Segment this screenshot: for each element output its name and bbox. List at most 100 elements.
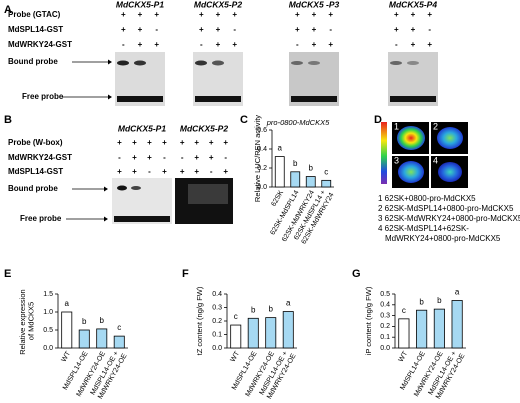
sign: + xyxy=(138,40,143,49)
bar xyxy=(274,156,285,188)
sign: + xyxy=(132,167,137,176)
panel-letter: G xyxy=(352,268,361,280)
bar xyxy=(113,335,125,349)
sign: + xyxy=(216,25,221,34)
gel-images-a xyxy=(62,52,438,106)
well-number: 4 xyxy=(433,155,438,165)
legend-line: 2 62SK-MdSPL14+0800-pro-MdCKX5 xyxy=(378,204,514,213)
sign: - xyxy=(395,40,398,49)
y-tick-label: 1.5 xyxy=(43,291,53,298)
annotation: pro-0800-MdCKX5 xyxy=(266,118,330,127)
bar xyxy=(290,171,301,188)
gel-header: MdCKX5-P4 xyxy=(389,0,437,9)
row-label: MdWRKY24-GST xyxy=(8,40,72,49)
x-tick-label: MdSPL14-OE + MdWRKY24-OE xyxy=(258,348,297,400)
sign: + xyxy=(117,138,122,147)
significance-letter: b xyxy=(419,297,424,306)
band-label: Bound probe xyxy=(8,184,58,193)
sign: + xyxy=(132,138,137,147)
bar xyxy=(282,311,294,349)
y-tick-label: 0.0 xyxy=(212,345,222,352)
y-tick-label: 0.6 xyxy=(257,127,267,134)
y-tick-label: 0.4 xyxy=(380,302,390,309)
y-tick-label: 0.1 xyxy=(380,334,390,341)
sign: - xyxy=(163,153,166,162)
band-label: Free probe xyxy=(20,214,62,223)
sign: - xyxy=(224,153,227,162)
x-tick-label: MdSPL14-OE + MdWRKY24-OE xyxy=(427,348,466,400)
sign: + xyxy=(328,10,333,19)
sign: - xyxy=(210,167,213,176)
y-axis-label: iP content (ng/g FW) xyxy=(364,286,373,355)
sign: + xyxy=(411,40,416,49)
significance-letter: a xyxy=(278,144,283,153)
significance-letter: a xyxy=(286,299,291,308)
panel-letter: B xyxy=(4,114,12,126)
sign: - xyxy=(181,153,184,162)
panel-letter: E xyxy=(4,268,11,280)
significance-letter: b xyxy=(82,317,87,326)
y-tick-label: 0.1 xyxy=(212,331,222,338)
y-tick-label: 0.4 xyxy=(212,291,222,298)
significance-letter: b xyxy=(269,305,274,314)
x-tick-label: MdSPL14-OE + MdWRKY24-OE xyxy=(89,348,128,400)
gel-header: MdCKX5-P1 xyxy=(116,0,164,9)
sign: + xyxy=(194,167,199,176)
panel-letter: A xyxy=(4,4,12,16)
sign: + xyxy=(194,138,199,147)
y-tick-label: 0.5 xyxy=(380,291,390,298)
sign: + xyxy=(295,10,300,19)
x-tick-label: WT xyxy=(61,350,73,364)
y-axis-label: tZ content (ng/g FW) xyxy=(195,286,204,355)
legend-line: MdWRKY24+0800-pro-MdCKX5 xyxy=(385,234,501,243)
sign: - xyxy=(148,167,151,176)
y-tick-label: 0.2 xyxy=(257,165,267,172)
well-number: 1 xyxy=(394,121,399,131)
legend-line: 4 62SK-MdSPL14+62SK- xyxy=(378,224,469,233)
x-tick-label: WT xyxy=(230,350,242,364)
sign: + xyxy=(132,153,137,162)
sign: + xyxy=(194,153,199,162)
y-tick-label: 0.0 xyxy=(380,345,390,352)
significance-letter: c xyxy=(234,312,238,321)
sign: + xyxy=(427,10,432,19)
row-label: MdSPL14-GST xyxy=(8,25,63,34)
row-label: MdWRKY24-GST xyxy=(8,153,72,162)
y-tick-label: 0.4 xyxy=(257,146,267,153)
significance-letter: b xyxy=(437,296,442,305)
sign: + xyxy=(223,167,228,176)
y-tick-label: 0.3 xyxy=(212,304,222,311)
sign: + xyxy=(232,10,237,19)
x-tick-label: WT xyxy=(398,350,410,364)
y-tick-label: 0.3 xyxy=(380,312,390,319)
sign: + xyxy=(154,10,159,19)
bar xyxy=(305,176,316,188)
sign: + xyxy=(138,25,143,34)
row-label: MdSPL14-GST xyxy=(8,167,63,176)
sign: + xyxy=(216,40,221,49)
sign: + xyxy=(199,10,204,19)
sign: + xyxy=(121,10,126,19)
row-label: Probe (GTAC) xyxy=(8,10,61,19)
sign: - xyxy=(329,25,332,34)
sign: + xyxy=(427,40,432,49)
well-number: 2 xyxy=(433,121,438,131)
gel-header: MdCKX5-P2 xyxy=(194,0,242,9)
y-tick-label: 0.2 xyxy=(380,323,390,330)
bar xyxy=(78,329,90,349)
row-label: Probe (W-box) xyxy=(8,138,63,147)
y-axis-label: Relative LUC/REN activity xyxy=(253,115,262,202)
sign: + xyxy=(180,138,185,147)
significance-letter: b xyxy=(251,305,256,314)
bar xyxy=(398,318,410,349)
sign: + xyxy=(138,10,143,19)
y-tick-label: 0.2 xyxy=(212,318,222,325)
panel-letter: C xyxy=(240,114,248,126)
sign: + xyxy=(295,25,300,34)
sign: + xyxy=(312,25,317,34)
gel-images-b xyxy=(66,178,233,224)
panel-letter: F xyxy=(182,268,189,280)
significance-letter: c xyxy=(324,167,328,176)
